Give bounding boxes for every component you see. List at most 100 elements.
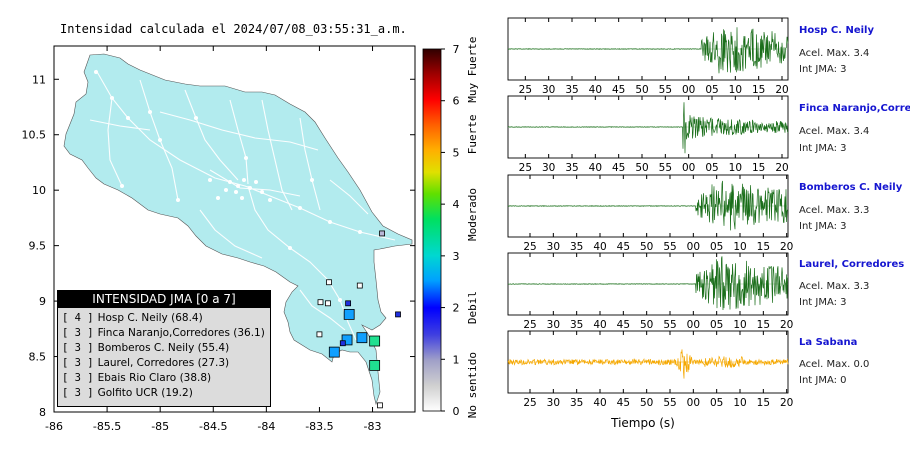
waveform-tick-label: 20 [775, 84, 788, 96]
legend-level: [ 3 ] [62, 372, 94, 384]
waveform-tick-label: 05 [705, 84, 718, 96]
station-markers [316, 230, 401, 409]
map-x-tick-label: -84 [257, 420, 275, 433]
waveform-tick-label: 15 [757, 319, 770, 331]
intensity-map: -86 -85.5 -85 -84.5 -84 -83.5 -8388.599.51010.… [22, 37, 480, 433]
waveform-tick-label: 45 [617, 397, 630, 409]
legend-list: [ 4 ] Hosp C. Neily (68.4) [ 3 ] Finca Nar… [62, 311, 270, 401]
waveform-tick-label: 10 [729, 162, 742, 174]
waveform-tick-label: 55 [663, 319, 676, 331]
legend-item: [ 3 ] Bomberos C. Neily (55.4) [62, 341, 270, 356]
waveform-tick-label: 50 [640, 241, 653, 253]
waveform-tick-label: 30 [547, 397, 560, 409]
map-x-tick-label: -84.5 [199, 420, 227, 433]
station-marker [325, 300, 331, 307]
legend-station: Laurel, Corredores (27.3) [97, 357, 230, 369]
waveform-tick-label: 40 [593, 397, 606, 409]
waveform-tick-label: 20 [775, 162, 788, 174]
colorbar-label: Muy Fuerte [466, 37, 479, 103]
map-y-tick-label: 9.5 [29, 240, 47, 253]
waveform-tick-label: 45 [617, 241, 630, 253]
colorbar-tick-label: 4 [453, 198, 460, 211]
waveform-tick-label: 05 [705, 162, 718, 174]
station-marker [328, 346, 340, 358]
waveform-tick-label: 35 [565, 162, 578, 174]
waveform-trace [508, 256, 789, 311]
waveform-trace [507, 102, 789, 154]
waveform-xlabel: Tiempo (s) [610, 416, 675, 430]
colorbar-ticks: 0 1 2 3 4 5 6 7 [441, 43, 460, 418]
waveform-tick-label: 05 [710, 319, 723, 331]
station-marker [343, 308, 355, 320]
legend-item: [ 3 ] Ebais Rio Claro (38.8) [62, 371, 270, 386]
legend-item: [ 4 ] Hosp C. Neily (68.4) [62, 311, 270, 326]
waveform-trace [507, 349, 789, 379]
station-int: Int JMA: 3 [799, 143, 847, 154]
map-y-tick-label: 8 [39, 406, 46, 419]
station-marker [326, 279, 332, 286]
station-name: Laurel, Corredores [799, 259, 905, 270]
waveform-tick-label: 20 [780, 319, 793, 331]
station-name: La Sabana [799, 337, 858, 348]
colorbar-label: Debil [466, 291, 479, 324]
colorbar-tick-label: 5 [453, 146, 460, 159]
waveform-tick-label: 10 [733, 241, 746, 253]
waveform-tick-label: 00 [687, 319, 700, 331]
map-axes: -86 -85.5 -85 -84.5 -84 -83.5 -83 8 8.5 9 9.5 10 10.… [22, 46, 415, 433]
map-y-tick-label: 8.5 [29, 351, 47, 364]
waveform-tick-label: 40 [589, 162, 602, 174]
legend-item: [ 3 ] Laurel, Corredores (27.3) [62, 356, 270, 371]
waveform-tick-label: 50 [635, 162, 648, 174]
station-marker [377, 402, 383, 409]
waveform-tick-label: 15 [752, 84, 765, 96]
legend-station: Golfito UCR (19.2) [97, 387, 193, 399]
station-marker [339, 340, 346, 347]
legend-station: Ebais Rio Claro (38.8) [97, 372, 212, 384]
waveform-tick-label: 50 [635, 84, 648, 96]
map-x-tick-label: -85.5 [93, 420, 121, 433]
station-int: Int JMA: 3 [799, 221, 847, 232]
station-acel: Acel. Max. 3.3 [799, 205, 870, 216]
waveform-tick-label: 00 [687, 241, 700, 253]
waveform-tick-label: 25 [523, 241, 536, 253]
station-name: Hosp C. Neily [799, 25, 874, 36]
waveform-tick-label: 30 [542, 162, 555, 174]
station-marker [316, 331, 323, 338]
waveform-tick-label: 15 [757, 241, 770, 253]
legend-level: [ 3 ] [62, 387, 94, 399]
map-title: Intensidad calculada el 2024/07/08_03:55… [60, 22, 407, 36]
legend-station: Hosp C. Neily (68.4) [97, 312, 203, 324]
waveform-tick-label: 10 [733, 397, 746, 409]
waveform-tick-label: 45 [612, 84, 625, 96]
waveform-tick-label: 20 [780, 241, 793, 253]
station-marker [369, 360, 381, 371]
map-x-tick-label: -85 [151, 420, 169, 433]
station-acel: Acel. Max. 3.4 [799, 126, 870, 137]
colorbar-tick-label: 7 [453, 43, 460, 56]
legend-item: [ 3 ] Golfito UCR (19.2) [62, 386, 270, 401]
waveform-tick-label: 25 [519, 162, 532, 174]
waveform-tick-label: 55 [663, 397, 676, 409]
colorbar-labels: No sentido Debil Moderado Fuerte Muy Fuerte [466, 37, 479, 419]
waveform-tick-label: 05 [710, 241, 723, 253]
map-y-tick-label: 10 [32, 184, 46, 197]
waveform-tick-label: 40 [593, 241, 606, 253]
waveform-tick-label: 45 [617, 319, 630, 331]
station-acel: Acel. Max. 3.3 [799, 281, 870, 292]
colorbar-tick-label: 0 [453, 405, 460, 418]
waveform-panels: 25 30 35 40 45 50 55 00 05 10 15 20 25 30 35 40 45 50 55 00… [507, 17, 793, 430]
station-int: Int JMA: 0 [799, 375, 847, 386]
waveform-tick-label: 55 [663, 241, 676, 253]
colorbar-tick-label: 2 [453, 302, 460, 315]
waveform-tick-label: 50 [640, 397, 653, 409]
costa-rica-landmass [63, 53, 413, 406]
legend-level: [ 3 ] [62, 342, 94, 354]
station-acel: Acel. Max. 3.4 [799, 48, 870, 59]
colorbar-label: No sentido [466, 352, 479, 418]
station-marker [395, 311, 401, 318]
colorbar-label: Fuerte [466, 114, 479, 154]
station-name: Finca Naranjo,Corredores [799, 103, 910, 114]
waveform-tick-label: 55 [659, 84, 672, 96]
waveform-tick-label: 30 [547, 319, 560, 331]
waveform-tick-label: 30 [542, 84, 555, 96]
